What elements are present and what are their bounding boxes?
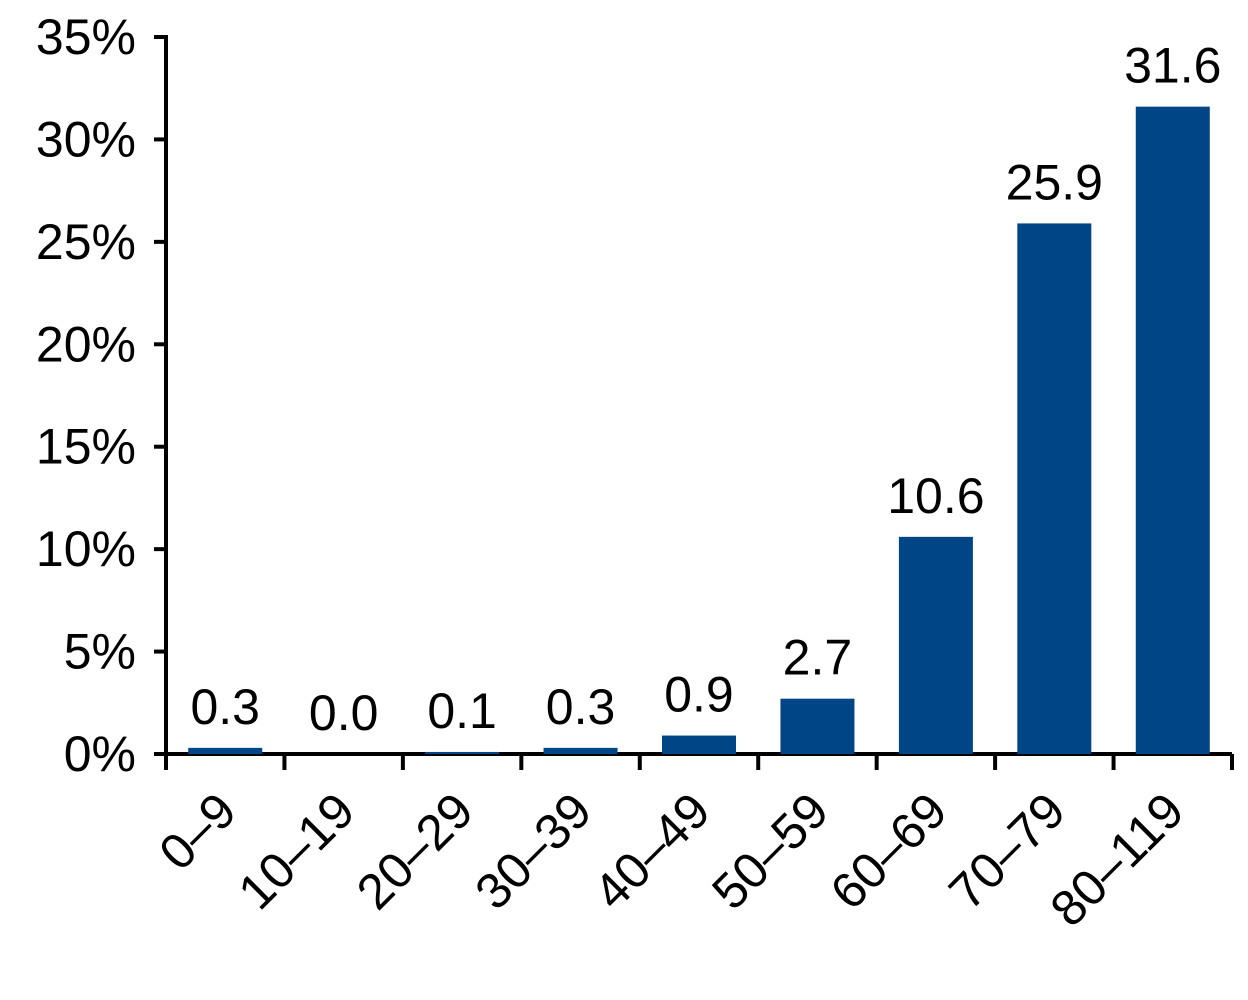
bar-value-label: 31.6 — [1124, 38, 1221, 94]
bar — [780, 698, 855, 754]
x-category-label: 40–49 — [583, 782, 721, 920]
y-tick-label: 35% — [36, 9, 136, 65]
y-tick-label: 10% — [36, 521, 136, 577]
x-category-label: 10–19 — [228, 782, 366, 920]
bar-value-label: 25.9 — [1006, 154, 1103, 210]
x-axis: 0–910–1920–2930–3940–4950–5960–6970–7980… — [148, 752, 1234, 937]
x-category-label: 0–9 — [148, 782, 247, 881]
bar — [1135, 106, 1210, 754]
y-axis: 0% 5% 10% 15% 20% 25% 30% 35% — [36, 9, 168, 782]
x-category-label: 80–119 — [1040, 782, 1195, 937]
bar-value-label: 0.3 — [546, 679, 616, 735]
bar-value-label: 0.0 — [309, 685, 379, 741]
y-tick-label: 15% — [36, 419, 136, 475]
y-tick-label: 25% — [36, 214, 136, 270]
data-labels: 0.3 0.0 0.1 0.3 0.9 2.7 10.6 25.9 31.6 — [190, 38, 1221, 741]
x-category-label: 30–39 — [464, 782, 602, 920]
bar-value-label: 2.7 — [783, 630, 853, 686]
bar — [662, 735, 736, 754]
y-tick-label: 0% — [64, 726, 136, 782]
bar — [543, 747, 618, 754]
y-tick-label: 20% — [36, 316, 136, 372]
bar — [898, 536, 973, 754]
bar — [188, 747, 263, 754]
y-tick-label: 30% — [36, 111, 136, 167]
bar-value-label: 0.9 — [664, 667, 734, 723]
bar-value-label: 0.1 — [427, 683, 497, 739]
x-category-label: 60–69 — [820, 782, 958, 920]
bar-value-label: 10.6 — [887, 468, 984, 524]
bars — [188, 106, 1210, 755]
x-category-label: 20–29 — [346, 782, 484, 920]
x-category-label: 50–59 — [701, 782, 839, 920]
y-tick-label: 5% — [64, 624, 136, 680]
bar — [425, 751, 500, 754]
bar — [1017, 223, 1092, 755]
bar-value-label: 0.3 — [190, 679, 260, 735]
